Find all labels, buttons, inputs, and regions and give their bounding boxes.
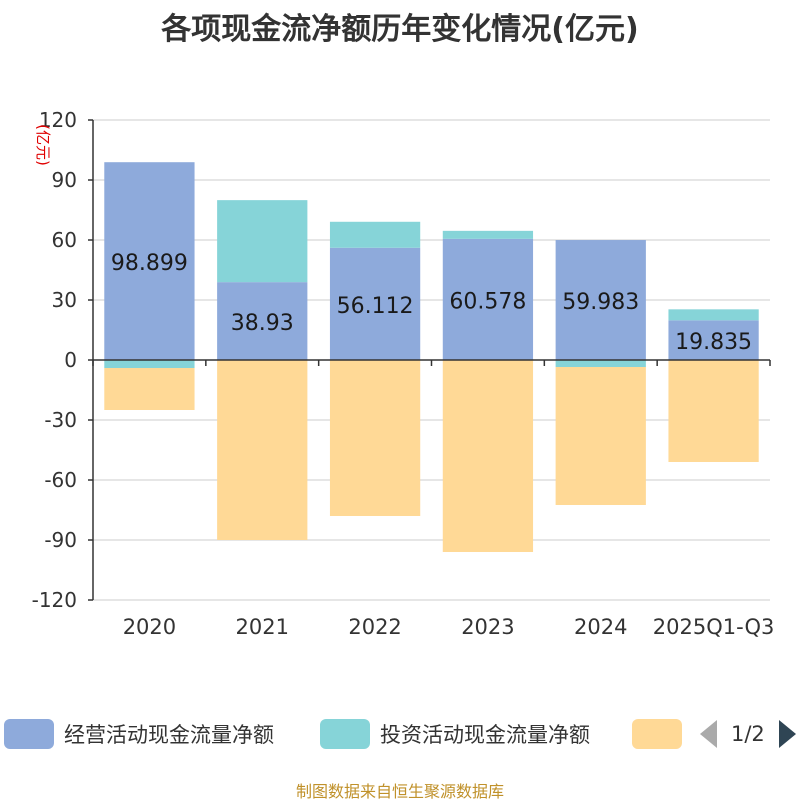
bar-series-3-2024 xyxy=(555,367,646,505)
bar-series-1-2023 xyxy=(442,238,534,360)
legend-swatch-financing xyxy=(632,719,682,749)
legend-label-investing: 投资活动现金流量净额 xyxy=(380,723,590,747)
data-label: 59.983 xyxy=(562,290,639,315)
data-label: 19.835 xyxy=(675,330,752,355)
y-tick-label: 30 xyxy=(52,288,77,312)
x-tick-label: 2023 xyxy=(461,615,514,639)
chart-canvas: -120 -90 -60 -30 0 30 60 90 120(亿元) 98.899 38.93 56… xyxy=(32,108,775,639)
y-tick-label: -90 xyxy=(44,528,77,552)
bar-series-3-2023 xyxy=(442,360,534,552)
bar-series-3-2025Q1-Q3 xyxy=(668,360,759,462)
y-tick-label: 90 xyxy=(52,168,77,192)
x-tick-label: 2025Q1-Q3 xyxy=(653,615,775,639)
pager-prev-icon[interactable] xyxy=(700,720,717,748)
chart-title: 各项现金流净额历年变化情况(亿元) xyxy=(161,12,639,47)
bar-series-1-2020 xyxy=(104,162,195,360)
source-note: 制图数据来自恒生聚源数据库 xyxy=(295,782,504,801)
legend-item-investing[interactable]: 投资活动现金流量净额 xyxy=(320,716,590,752)
y-tick-label: -30 xyxy=(44,408,77,432)
bar-series-1-2025Q1-Q3 xyxy=(668,320,759,360)
y-axis-unit-label: (亿元) xyxy=(34,124,52,166)
y-tick-label: 0 xyxy=(64,348,77,372)
legend-swatch-operating xyxy=(4,719,54,749)
bar-series-2-2022 xyxy=(329,221,421,248)
y-tick-label: 120 xyxy=(39,108,77,132)
legend-label-operating: 经营活动现金流量净额 xyxy=(64,723,274,747)
x-tick-label: 2024 xyxy=(574,615,627,639)
legend: 经营活动现金流量净额 投资活动现金流量净额 xyxy=(0,716,800,752)
bar-series-3-2022 xyxy=(329,360,421,516)
pager-next-icon[interactable] xyxy=(778,720,796,748)
legend-item-financing[interactable] xyxy=(632,716,692,752)
bar-series-2-2024 xyxy=(555,360,646,367)
bar-series-2-2020 xyxy=(104,360,195,368)
data-label: 98.899 xyxy=(111,251,188,276)
bar-series-1-2021 xyxy=(217,282,308,360)
legend-item-operating[interactable]: 经营活动现金流量净额 xyxy=(4,716,274,752)
x-tick-label: 2022 xyxy=(348,615,401,639)
bar-series-2-2025Q1-Q3 xyxy=(668,309,759,321)
bar-series-3-2021 xyxy=(217,360,308,540)
x-tick-label: 2021 xyxy=(236,615,289,639)
data-label: 60.578 xyxy=(449,289,526,314)
data-label: 56.112 xyxy=(337,294,414,319)
bar-series-2-2021 xyxy=(217,200,308,283)
legend-pager: 1/2 xyxy=(700,718,796,750)
data-label: 38.93 xyxy=(231,311,294,336)
bar-series-1-2022 xyxy=(329,247,421,360)
bar-series-2-2023 xyxy=(442,230,534,239)
y-tick-label: 60 xyxy=(52,228,77,252)
bar-series-1-2024 xyxy=(555,240,646,360)
legend-swatch-investing xyxy=(320,719,370,749)
y-tick-label: -120 xyxy=(32,588,77,612)
pager-text: 1/2 xyxy=(731,722,765,746)
y-tick-label: -60 xyxy=(44,468,77,492)
bar-series-3-2020 xyxy=(104,368,195,410)
x-tick-label: 2020 xyxy=(123,615,176,639)
